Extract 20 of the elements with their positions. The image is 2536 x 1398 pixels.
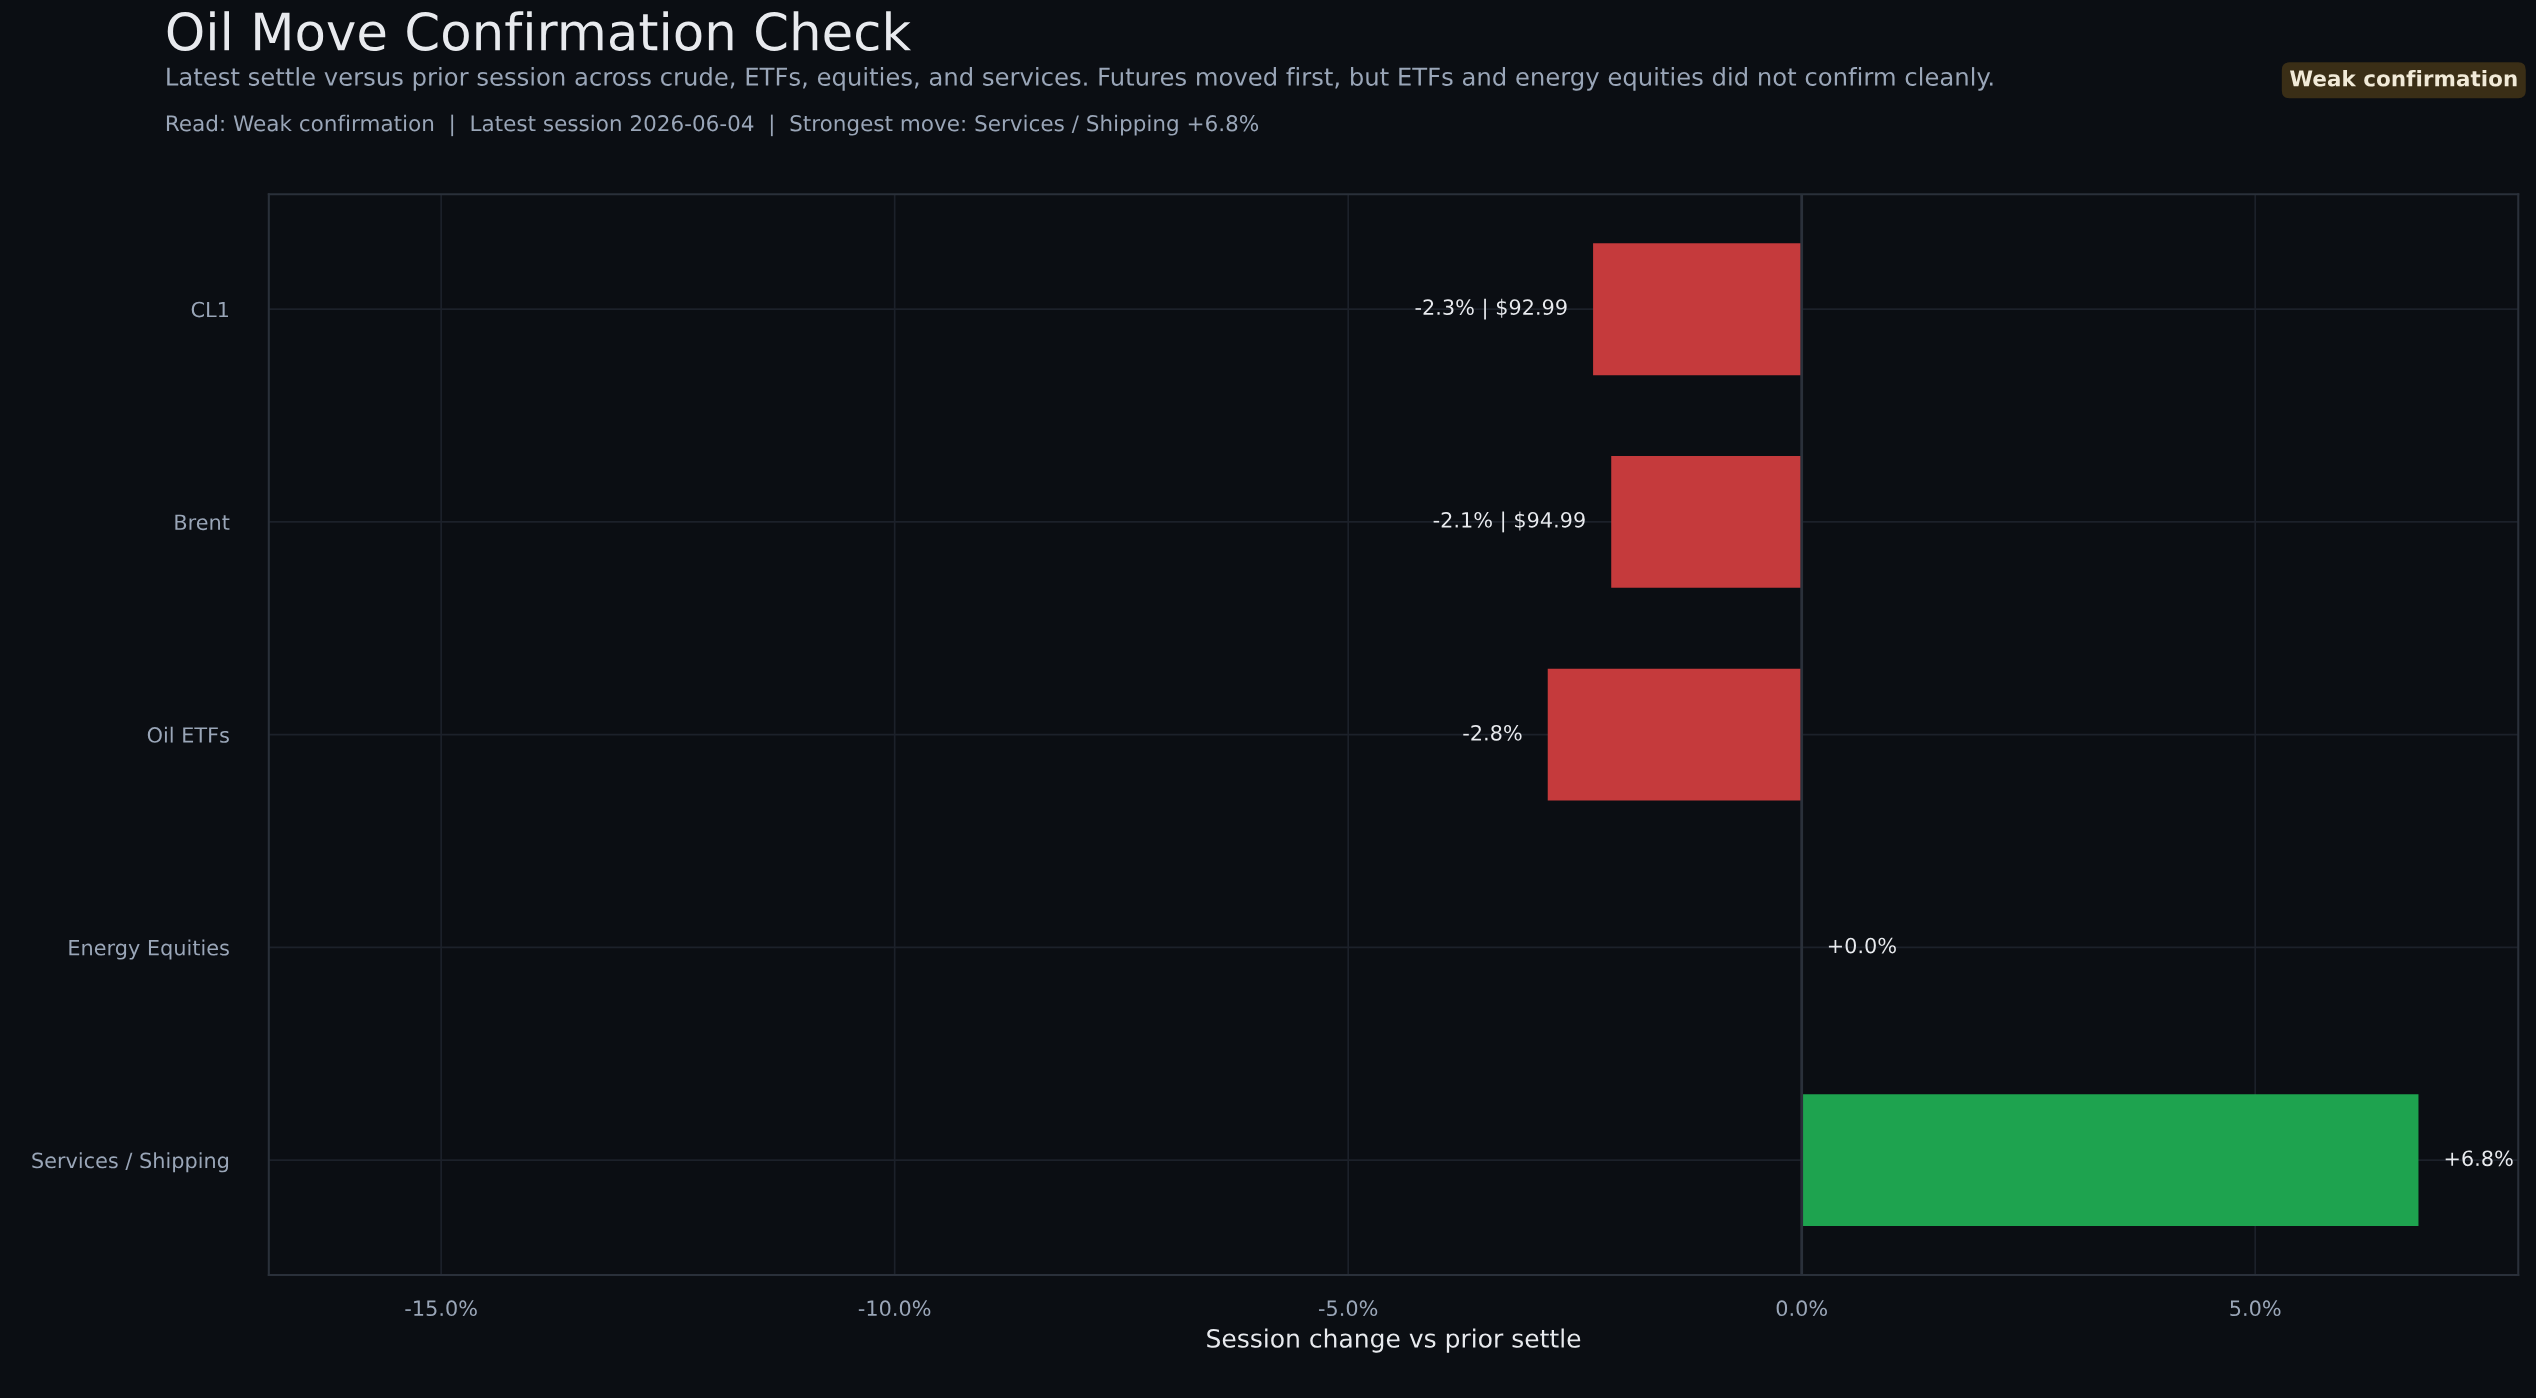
- text: Weak confirmation: [2290, 69, 2517, 87]
- x-tick-label: 5.0%: [2230, 1300, 2281, 1317]
- data-label: +6.8%: [2445, 1150, 2513, 1167]
- y-tick-label: Services / Shipping: [32, 1152, 229, 1173]
- x-tick-label: 0.0%: [1776, 1300, 1828, 1317]
- chart-title: Oil Move Confirmation Check: [167, 11, 912, 51]
- x-tick-label: -10.0%: [858, 1300, 931, 1317]
- x-axis-title: Session change vs prior settle: [1207, 1328, 1581, 1353]
- text: Read: Weak confirmation | Latest session 2026-06-04 | Strongest move: Services / Shipping +6.8%: [166, 114, 1259, 137]
- y-tick-label: Energy Equities: [69, 939, 229, 960]
- data-label: -2.3% | $92.99: [1415, 298, 1567, 320]
- data-label: -2.8%: [1463, 724, 1522, 741]
- y-tick-label: Oil ETFs: [147, 726, 229, 743]
- data-label: -2.1% | $94.99: [1433, 511, 1585, 533]
- y-tick-label: CL1: [191, 301, 228, 318]
- x-tick-label: -5.0%: [1318, 1300, 1378, 1317]
- data-label: +0.0%: [1828, 937, 1896, 954]
- y-tick-label: Brent: [175, 514, 230, 531]
- chart-subtitle: Latest settle versus prior session across crude, ETFs, equities, and services. Futures moved first, but ETFs and energy equities did not confirm cleanly.: [167, 67, 1993, 91]
- x-tick-label: -15.0%: [405, 1300, 477, 1317]
